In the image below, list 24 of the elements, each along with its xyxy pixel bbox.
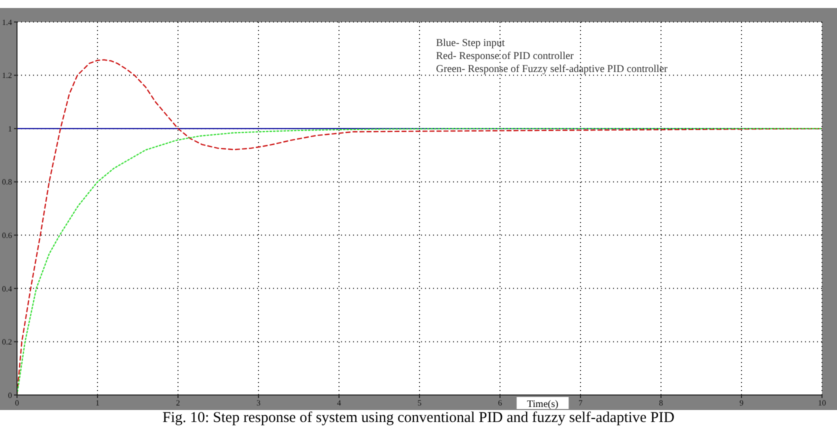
x-tick-label: 1 xyxy=(96,398,100,408)
y-tick-label: 1.2 xyxy=(2,71,12,80)
x-tick-label: 7 xyxy=(578,398,582,408)
y-tick-label: 0.8 xyxy=(2,178,12,187)
y-tick-label: 1.4 xyxy=(2,18,12,27)
x-axis-title: Time(s) xyxy=(527,399,558,410)
y-tick-label: 0.2 xyxy=(2,338,12,347)
x-tick-label: 8 xyxy=(659,398,663,408)
annotation: Green- Response of Fuzzy self-adaptive PID controller xyxy=(436,63,668,76)
x-tick-label: 3 xyxy=(256,398,260,408)
annotation: Red- Response of PID controller xyxy=(436,50,575,63)
x-tick-label: 5 xyxy=(418,398,422,408)
x-tick-label: 0 xyxy=(15,398,19,408)
x-tick-label: 9 xyxy=(740,398,744,408)
x-tick-label: 6 xyxy=(498,398,502,408)
annotation: Blue- Step input xyxy=(436,37,506,50)
x-tick-label: 10 xyxy=(818,398,826,408)
x-tick-label: 2 xyxy=(176,398,180,408)
y-tick-label: 1 xyxy=(8,124,12,134)
y-tick-label: 0.6 xyxy=(2,230,12,240)
x-tick-label: 4 xyxy=(337,398,341,408)
y-tick-label: 0.4 xyxy=(2,284,12,294)
y-tick-label: 0 xyxy=(8,390,12,400)
caption: Fig. 10: Step response of system using conventional PID and fuzzy self-adaptive PID xyxy=(162,410,676,427)
